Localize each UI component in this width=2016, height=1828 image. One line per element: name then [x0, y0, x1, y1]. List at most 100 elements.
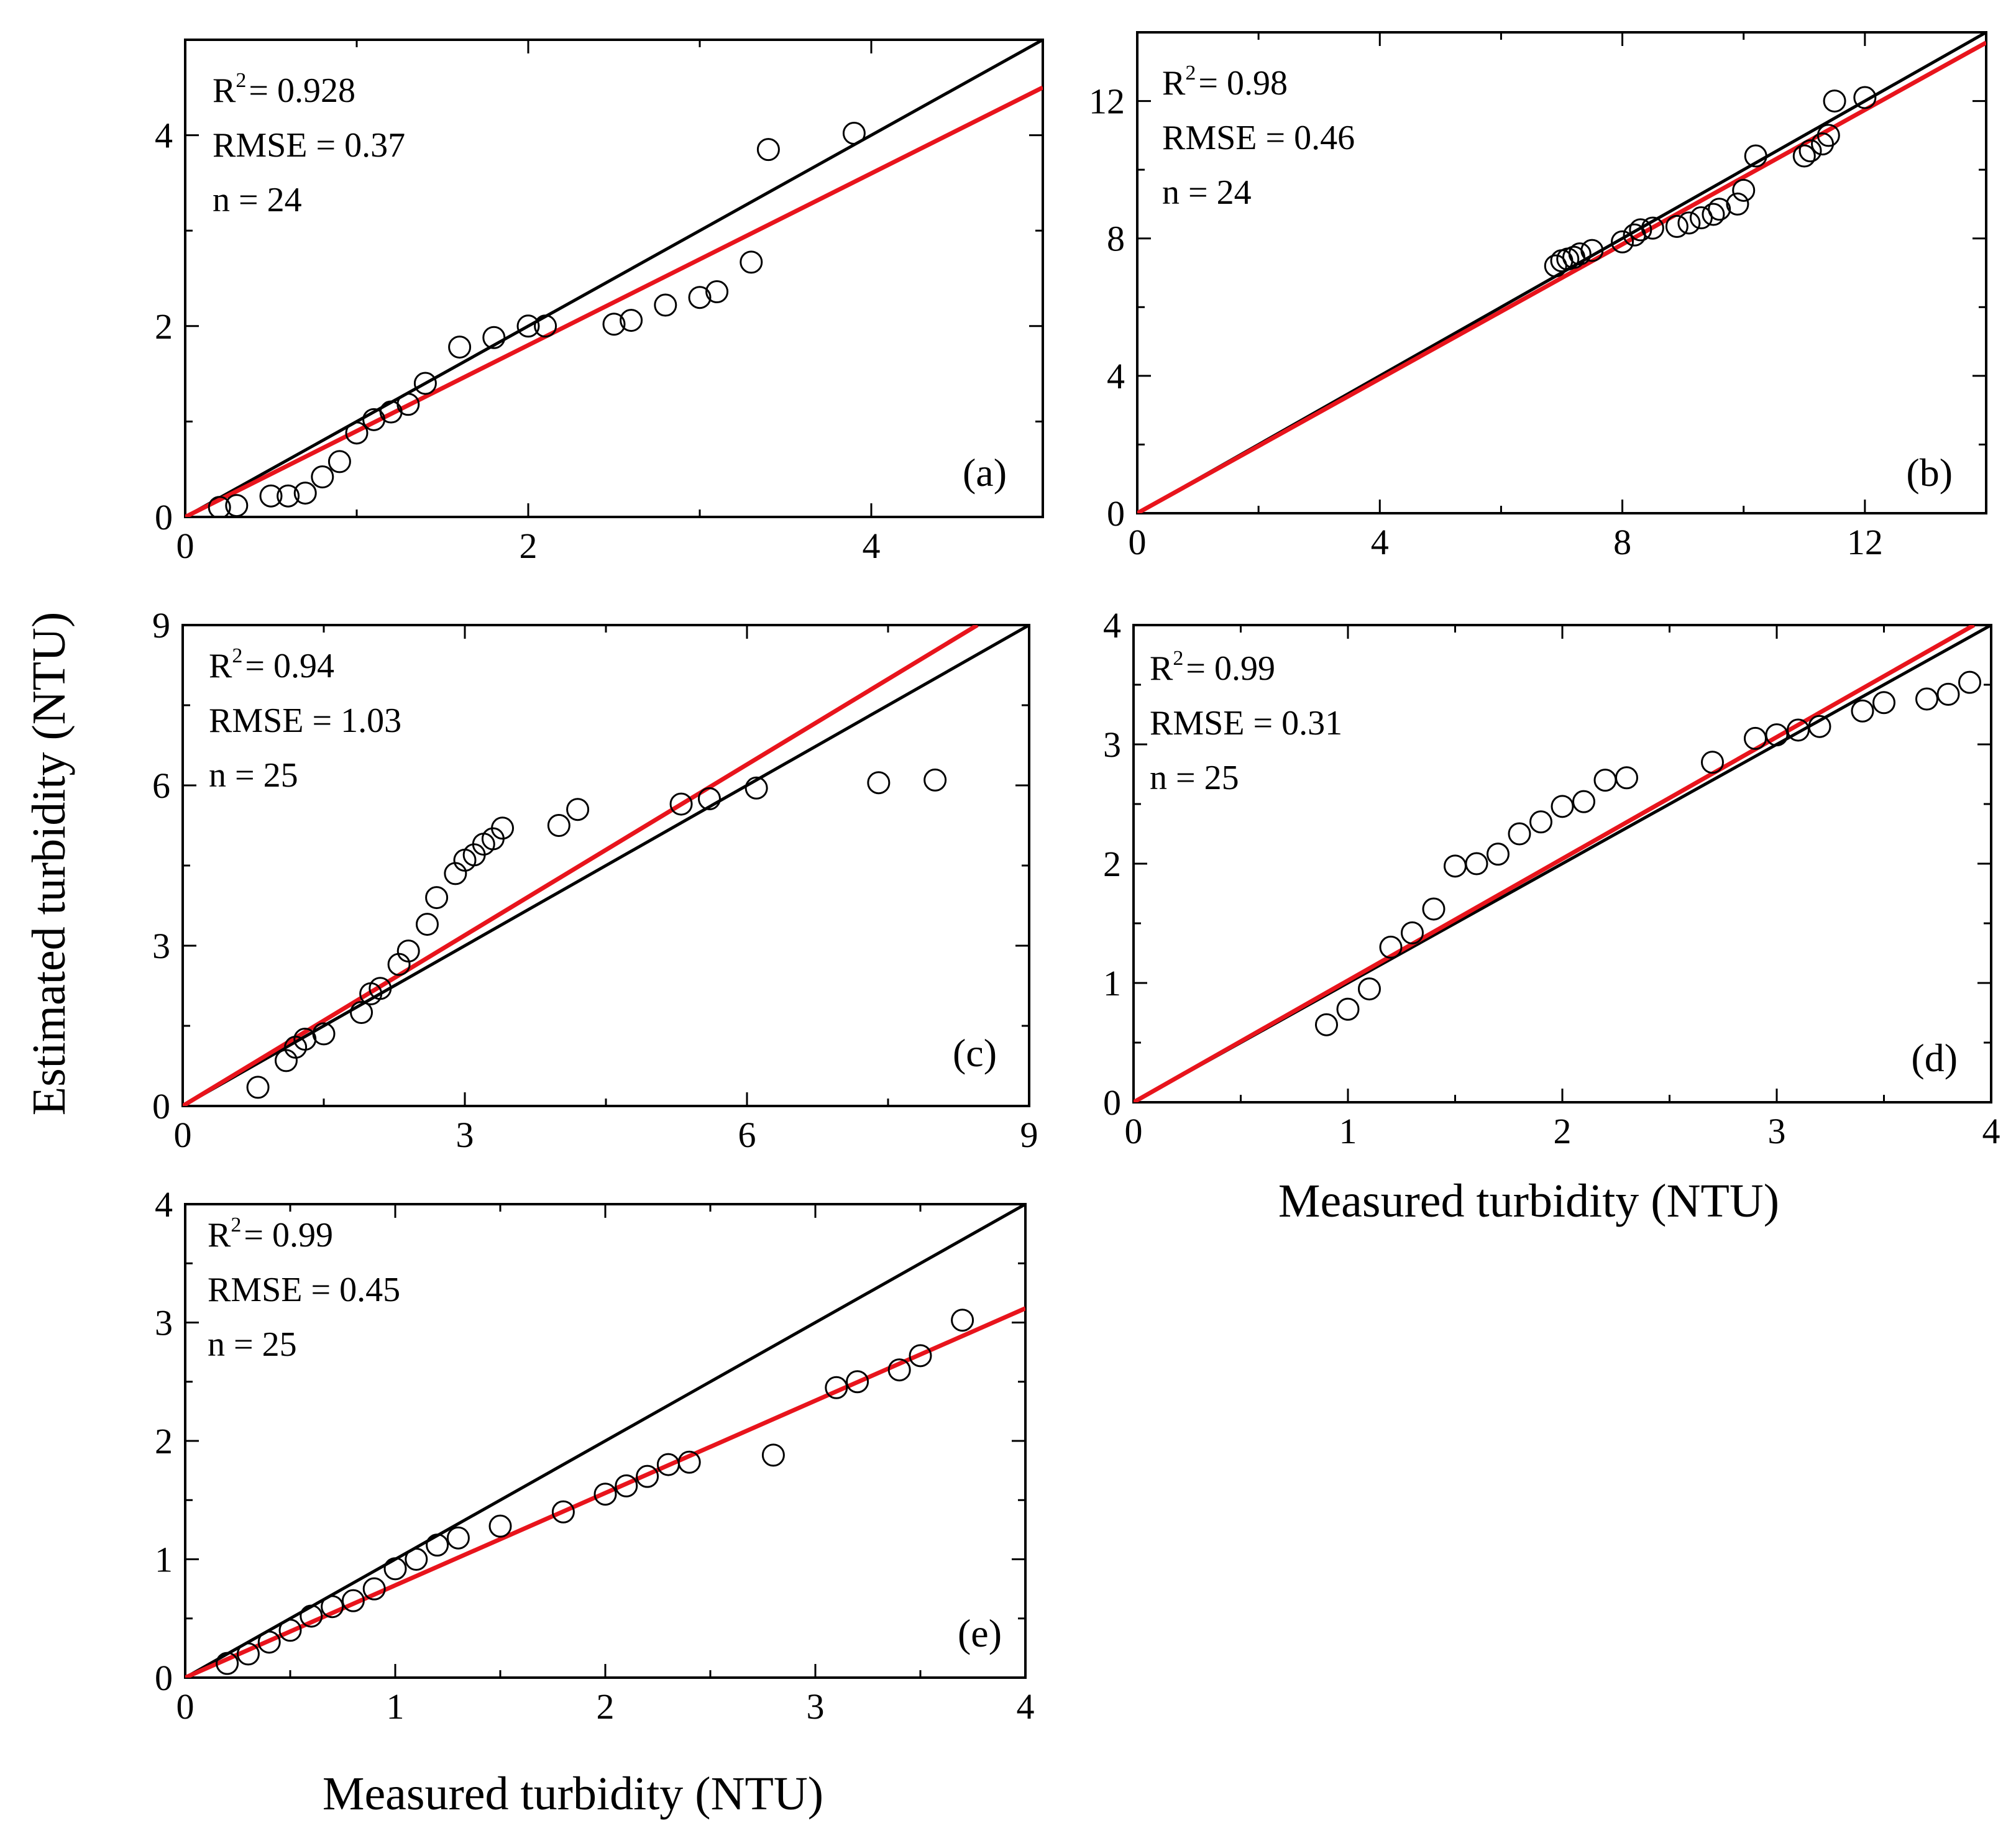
data-point-b	[1726, 192, 1749, 216]
data-point-a	[516, 314, 540, 338]
data-point-b	[1792, 144, 1816, 168]
r2-stat-b: R2= 0.98	[1162, 62, 1288, 103]
plot-frame-a	[184, 39, 1044, 518]
data-point-d	[1615, 766, 1638, 790]
y-tick-label-d: 1	[1103, 963, 1121, 1003]
data-point-e	[636, 1465, 659, 1488]
n-stat-a: n = 24	[213, 181, 302, 219]
y-tick-label-c: 0	[152, 1086, 170, 1127]
data-point-c	[923, 768, 947, 792]
data-point-b	[1702, 203, 1725, 226]
r2-value-d: = 0.99	[1186, 649, 1275, 688]
plot-area-c	[183, 625, 1029, 1106]
panel-label-a: (a)	[963, 450, 1007, 495]
data-point-d	[1701, 751, 1724, 774]
data-point-a	[740, 250, 763, 274]
plot-layer-b: 0 4 8 12 0 4 8 12	[1089, 31, 1987, 562]
data-point-a	[705, 280, 729, 304]
y-tick-label-d: 2	[1103, 844, 1121, 884]
data-point-e	[446, 1526, 470, 1550]
data-point-b	[1629, 218, 1652, 242]
data-point-e	[846, 1370, 869, 1394]
x-tick-label-e: 3	[807, 1686, 825, 1727]
data-point-b	[1732, 178, 1756, 202]
y-tick-label-c: 3	[152, 926, 170, 966]
plot-frame-b	[1136, 31, 1987, 514]
fit-line-b	[1137, 40, 1986, 513]
data-point-b	[1568, 242, 1592, 266]
plot-layer-c: 0 3 6 9 0 3 6 9	[152, 605, 1038, 1155]
data-point-a	[688, 286, 712, 309]
data-point-b	[1817, 124, 1840, 147]
y-tick-label-c: 6	[152, 765, 170, 806]
ticks-d	[1132, 624, 1992, 1104]
plot-layer-d: 0 1 2 3 4 0 1 2 3 4	[1103, 605, 2000, 1151]
data-point-a	[345, 421, 369, 445]
data-point-d	[1872, 691, 1895, 715]
data-point-e	[236, 1642, 260, 1666]
x-tick-label-b: 0	[1129, 522, 1147, 562]
x-tick-label-e: 1	[387, 1686, 405, 1727]
data-point-b	[1744, 144, 1767, 168]
x-tick-label-d: 0	[1125, 1111, 1143, 1151]
n-stat-e: n = 25	[208, 1325, 297, 1364]
data-point-a	[448, 336, 472, 359]
data-point-e	[278, 1619, 302, 1642]
data-point-d	[1401, 921, 1424, 944]
data-point-e	[383, 1557, 407, 1581]
data-point-a	[620, 309, 643, 332]
one-to-one-line-c	[183, 625, 1029, 1106]
data-point-d	[1358, 977, 1381, 1001]
n-stat-c: n = 25	[209, 756, 298, 795]
data-point-b	[1798, 139, 1822, 163]
data-point-b	[1611, 230, 1634, 254]
rmse-stat-e: RMSE = 0.45	[208, 1271, 400, 1309]
r2-stat-e: R2= 0.99	[208, 1213, 333, 1254]
x-tick-label-a: 0	[176, 526, 195, 566]
x-tick-label-c: 9	[1020, 1115, 1038, 1155]
x-tick-label-e: 4	[1017, 1686, 1035, 1727]
data-point-a	[602, 313, 626, 336]
data-point-e	[909, 1344, 932, 1368]
data-point-e	[341, 1589, 365, 1612]
plot-area-b	[1137, 32, 1986, 513]
data-point-d	[1422, 897, 1446, 921]
ticks-e	[184, 1203, 1027, 1679]
data-point-c	[396, 939, 420, 963]
data-point-c	[246, 1076, 270, 1099]
rmse-stat-d: RMSE = 0.31	[1150, 704, 1342, 743]
data-point-b	[1641, 216, 1664, 240]
data-point-e	[300, 1604, 323, 1628]
y-tick-label-e: 0	[155, 1658, 173, 1698]
r2-sup-b: 2	[1185, 62, 1196, 85]
panel-b: 0 4 8 12 0 4 8 12 R2= 0.98 RMSE = 0.46 n = 24 (b…	[1089, 31, 1987, 562]
data-point-d	[1336, 997, 1360, 1021]
r2-stat-d: R2= 0.99	[1150, 647, 1275, 688]
data-point-a	[413, 372, 437, 395]
x-tick-label-d: 4	[1982, 1111, 2000, 1151]
data-point-a	[756, 138, 780, 162]
r2-value-b: = 0.98	[1198, 64, 1288, 103]
data-point-e	[677, 1450, 701, 1474]
x-tick-label-e: 2	[597, 1686, 615, 1727]
data-point-e	[951, 1309, 974, 1332]
data-point-e	[593, 1483, 617, 1506]
data-point-e	[488, 1514, 512, 1538]
y-tick-label-e: 4	[155, 1184, 173, 1225]
rmse-stat-b: RMSE = 0.46	[1162, 119, 1355, 157]
y-tick-label-b: 0	[1107, 493, 1125, 534]
fit-line-a	[185, 85, 1043, 517]
y-tick-label-b: 12	[1089, 81, 1125, 122]
panel-label-b: (b)	[1906, 450, 1953, 495]
r2-stat-c: R2= 0.94	[209, 644, 334, 685]
x-tick-label-a: 2	[520, 526, 538, 566]
plot-area-e	[185, 1204, 1025, 1678]
plot-area-d	[1134, 625, 1991, 1102]
r2-value-c: = 0.94	[245, 647, 334, 685]
data-point-b	[1677, 211, 1701, 235]
data-point-b	[1708, 198, 1731, 221]
